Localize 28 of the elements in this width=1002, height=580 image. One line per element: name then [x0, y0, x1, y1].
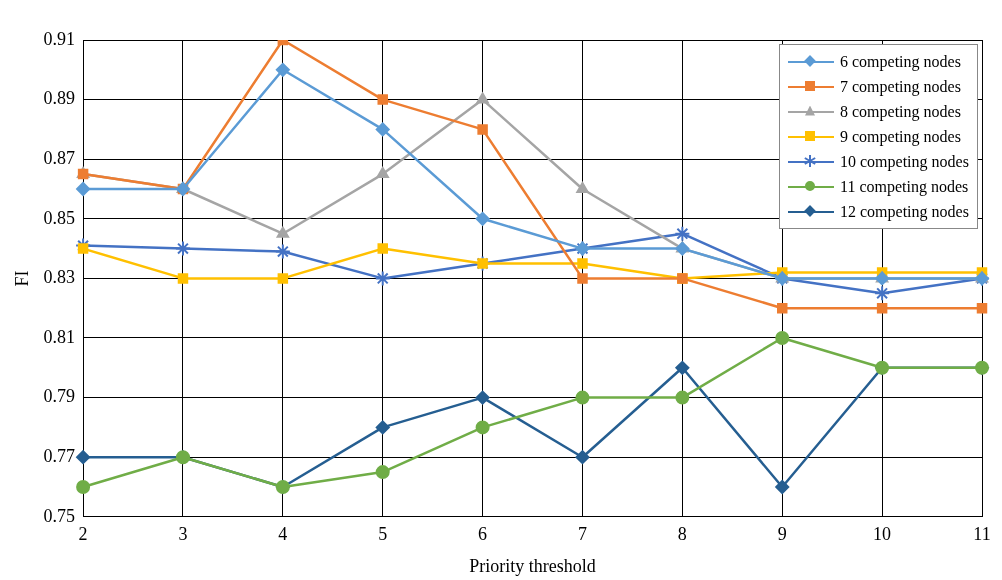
- legend-label: 6 competing nodes: [840, 52, 961, 71]
- y-tick-label: 0.85: [43, 207, 76, 228]
- x-tick-label: 5: [378, 524, 388, 545]
- x-tick-label: 11: [973, 524, 991, 545]
- x-tick-label: 2: [78, 524, 88, 545]
- legend-label: 10 competing nodes: [840, 152, 969, 171]
- y-tick-label: 0.75: [43, 505, 76, 526]
- x-tick-label: 7: [577, 524, 587, 545]
- x-tick-label: 10: [873, 524, 892, 545]
- legend-label: 9 competing nodes: [840, 127, 961, 146]
- y-tick-label: 0.83: [43, 267, 76, 288]
- y-tick-label: 0.79: [43, 386, 76, 407]
- y-tick-label: 0.89: [43, 88, 76, 109]
- x-tick-label: 6: [478, 524, 488, 545]
- y-tick-label: 0.81: [43, 326, 76, 347]
- x-tick-label: 9: [777, 524, 787, 545]
- legend-label: 8 competing nodes: [840, 102, 961, 121]
- legend-label: 11 competing nodes: [840, 177, 969, 196]
- x-tick-label: 4: [278, 524, 288, 545]
- y-tick-label: 0.91: [43, 28, 76, 49]
- y-tick-label: 0.87: [43, 147, 76, 168]
- x-tick-label: 8: [677, 524, 687, 545]
- y-axis-title: FI: [11, 270, 32, 287]
- y-tick-label: 0.77: [43, 445, 76, 466]
- x-tick-label: 3: [178, 524, 188, 545]
- legend-label: 12 competing nodes: [840, 202, 969, 221]
- legend-label: 7 competing nodes: [840, 77, 961, 96]
- x-axis-title: Priority threshold: [469, 555, 596, 576]
